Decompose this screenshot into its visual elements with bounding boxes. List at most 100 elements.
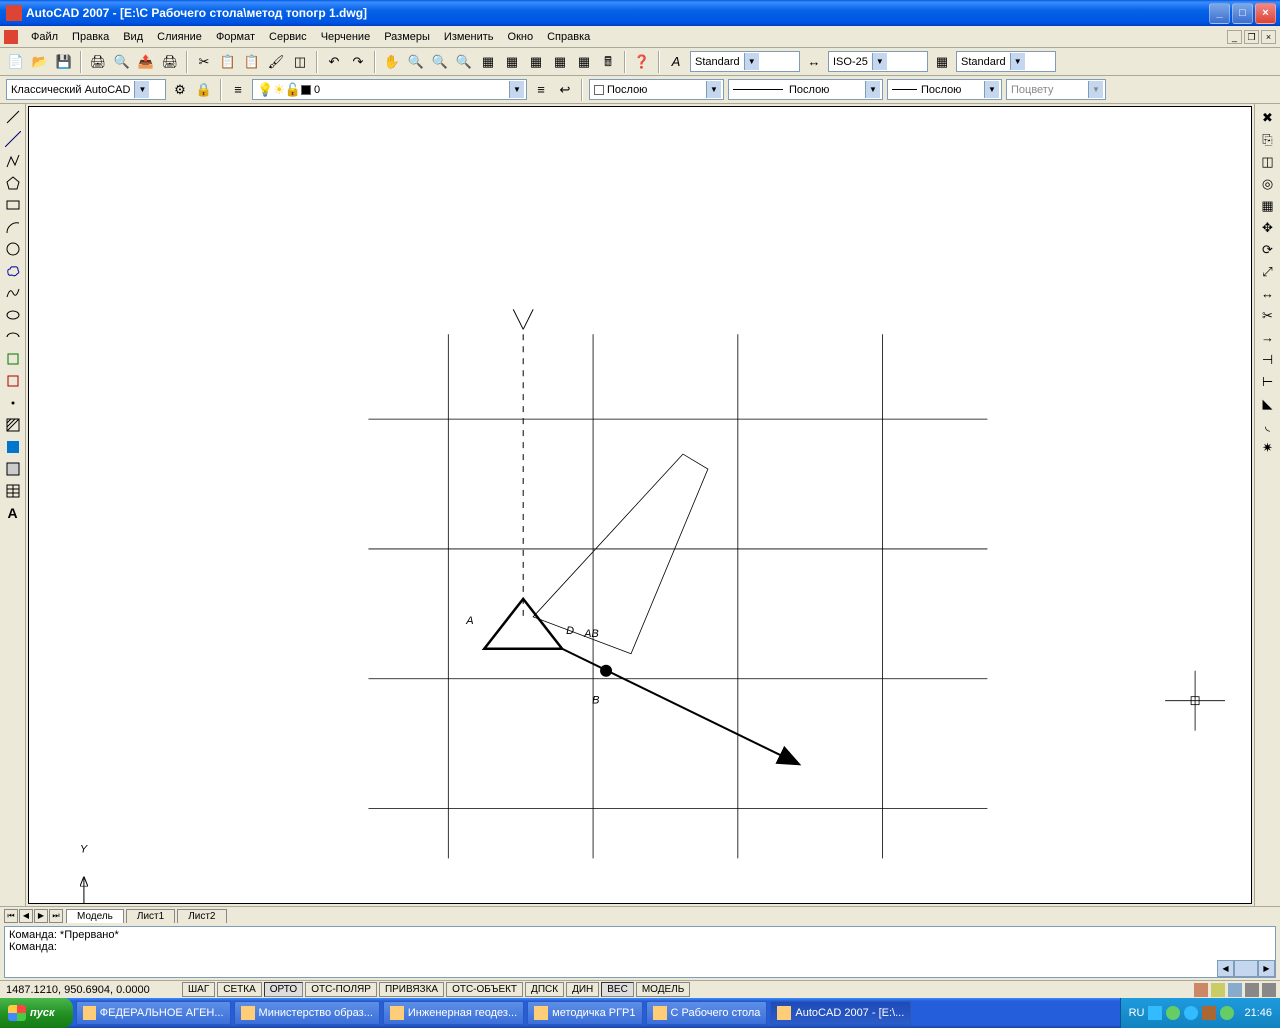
tab-next[interactable]: ▶: [34, 909, 48, 923]
paste-icon[interactable]: 📋: [241, 51, 263, 73]
menu-insert[interactable]: Слияние: [150, 29, 209, 45]
print-icon[interactable]: 🖨: [87, 51, 109, 73]
polygon-icon[interactable]: [2, 173, 24, 193]
minimize-button[interactable]: _: [1209, 3, 1230, 24]
command-line[interactable]: Команда: *Прервано* Команда: ◀ ▶: [4, 926, 1276, 978]
tab-layout1[interactable]: Лист1: [126, 909, 175, 923]
tray-clean-icon[interactable]: [1262, 983, 1276, 997]
dimstyle-icon[interactable]: ↔: [803, 51, 825, 73]
menu-file[interactable]: Файл: [24, 29, 65, 45]
tray-app1-icon[interactable]: [1202, 1006, 1216, 1020]
table-icon[interactable]: [2, 481, 24, 501]
status-toggle-отс-объект[interactable]: ОТС-ОБЪЕКТ: [446, 982, 523, 997]
tray-shield-icon[interactable]: [1148, 1006, 1162, 1020]
pline-icon[interactable]: [2, 151, 24, 171]
spline-icon[interactable]: [2, 283, 24, 303]
redo-icon[interactable]: ↷: [347, 51, 369, 73]
ws-lock-icon[interactable]: 🔒: [193, 79, 215, 101]
mdi-restore[interactable]: ❐: [1244, 30, 1259, 44]
tray-volume-icon[interactable]: [1184, 1006, 1198, 1020]
taskbar-task[interactable]: С Рабочего стола: [646, 1001, 768, 1025]
language-indicator[interactable]: RU: [1129, 1007, 1145, 1019]
status-toggle-дпск[interactable]: ДПСК: [525, 982, 564, 997]
taskbar-task[interactable]: Инженерная геодез...: [383, 1001, 524, 1025]
match-icon[interactable]: 🖌: [265, 51, 287, 73]
markup-icon[interactable]: ▦: [573, 51, 595, 73]
status-toggle-модель[interactable]: МОДЕЛЬ: [636, 982, 690, 997]
status-toggle-привязка[interactable]: ПРИВЯЗКА: [379, 982, 444, 997]
dcenter-icon[interactable]: ▦: [501, 51, 523, 73]
sheet-icon[interactable]: ▦: [549, 51, 571, 73]
tray-comm-icon[interactable]: [1194, 983, 1208, 997]
mdi-minimize[interactable]: _: [1227, 30, 1242, 44]
save-icon[interactable]: 💾: [53, 51, 75, 73]
tray-max-icon[interactable]: [1245, 983, 1259, 997]
break-icon[interactable]: ⊣: [1257, 349, 1279, 369]
color-dropdown[interactable]: Послою▼: [589, 79, 724, 100]
textstyle-dropdown[interactable]: Standard▼: [690, 51, 800, 72]
gradient-icon[interactable]: [2, 437, 24, 457]
layer-manager-icon[interactable]: ≡: [227, 79, 249, 101]
undo-icon[interactable]: ↶: [323, 51, 345, 73]
stretch-icon[interactable]: ↔: [1257, 283, 1279, 303]
properties-icon[interactable]: ▦: [477, 51, 499, 73]
menu-view[interactable]: Вид: [116, 29, 150, 45]
mirror-icon[interactable]: ◫: [1257, 151, 1279, 171]
plot-icon[interactable]: 🖨: [159, 51, 181, 73]
status-toggle-шаг[interactable]: ШАГ: [182, 982, 215, 997]
open-icon[interactable]: 📂: [29, 51, 51, 73]
ws-settings-icon[interactable]: ⚙: [169, 79, 191, 101]
block-icon[interactable]: ◫: [289, 51, 311, 73]
arc-icon[interactable]: [2, 217, 24, 237]
trim-icon[interactable]: ✂: [1257, 305, 1279, 325]
extend-icon[interactable]: →: [1257, 327, 1279, 347]
calc-icon[interactable]: 🖩: [597, 51, 619, 73]
cmd-scroll-left[interactable]: ◀: [1217, 960, 1234, 977]
tray-lock-icon[interactable]: [1211, 983, 1225, 997]
copy-icon[interactable]: 📋: [217, 51, 239, 73]
preview-icon[interactable]: 🔍: [111, 51, 133, 73]
status-toggle-сетка[interactable]: СЕТКА: [217, 982, 262, 997]
tray-network-icon[interactable]: [1166, 1006, 1180, 1020]
menu-window[interactable]: Окно: [501, 29, 541, 45]
taskbar-task[interactable]: Министерство образ...: [234, 1001, 380, 1025]
explode-icon[interactable]: ✷: [1257, 437, 1279, 457]
mdi-close[interactable]: ×: [1261, 30, 1276, 44]
publish-icon[interactable]: 📤: [135, 51, 157, 73]
zoom-win-icon[interactable]: 🔍: [429, 51, 451, 73]
tab-last[interactable]: ⏭: [49, 909, 63, 923]
mtext-icon[interactable]: A: [2, 503, 24, 523]
point-icon[interactable]: [2, 393, 24, 413]
tab-first[interactable]: ⏮: [4, 909, 18, 923]
tablestyle-dropdown[interactable]: Standard▼: [956, 51, 1056, 72]
menu-tools[interactable]: Сервис: [262, 29, 314, 45]
maximize-button[interactable]: □: [1232, 3, 1253, 24]
menu-help[interactable]: Справка: [540, 29, 597, 45]
coordinates[interactable]: 1487.1210, 950.6904, 0.0000: [0, 984, 180, 996]
zoom-prev-icon[interactable]: 🔍: [453, 51, 475, 73]
block-make-icon[interactable]: [2, 371, 24, 391]
lineweight-dropdown[interactable]: Послою▼: [887, 79, 1002, 100]
status-toggle-дин[interactable]: ДИН: [566, 982, 599, 997]
zoom-rt-icon[interactable]: 🔍: [405, 51, 427, 73]
textstyle-icon[interactable]: A: [665, 51, 687, 73]
linetype-dropdown[interactable]: Послою▼: [728, 79, 883, 100]
move-icon[interactable]: ✥: [1257, 217, 1279, 237]
line-icon[interactable]: [2, 107, 24, 127]
menu-format[interactable]: Формат: [209, 29, 262, 45]
offset-icon[interactable]: ◎: [1257, 173, 1279, 193]
copy-obj-icon[interactable]: ⎘: [1257, 129, 1279, 149]
dimstyle-dropdown[interactable]: ISO-25▼: [828, 51, 928, 72]
taskbar-task[interactable]: методичка РГР1: [527, 1001, 642, 1025]
ellipse-icon[interactable]: [2, 305, 24, 325]
tray-app2-icon[interactable]: [1220, 1006, 1234, 1020]
tablestyle-icon[interactable]: ▦: [931, 51, 953, 73]
menu-modify[interactable]: Изменить: [437, 29, 501, 45]
close-button[interactable]: ×: [1255, 3, 1276, 24]
status-toggle-отс-поляр[interactable]: ОТС-ПОЛЯР: [305, 982, 377, 997]
tab-model[interactable]: Модель: [66, 909, 124, 923]
help-icon[interactable]: ❓: [631, 51, 653, 73]
drawing-canvas[interactable]: ADABBXY: [28, 106, 1252, 904]
pan-icon[interactable]: ✋: [381, 51, 403, 73]
workspace-dropdown[interactable]: Классический AutoCAD▼: [6, 79, 166, 100]
